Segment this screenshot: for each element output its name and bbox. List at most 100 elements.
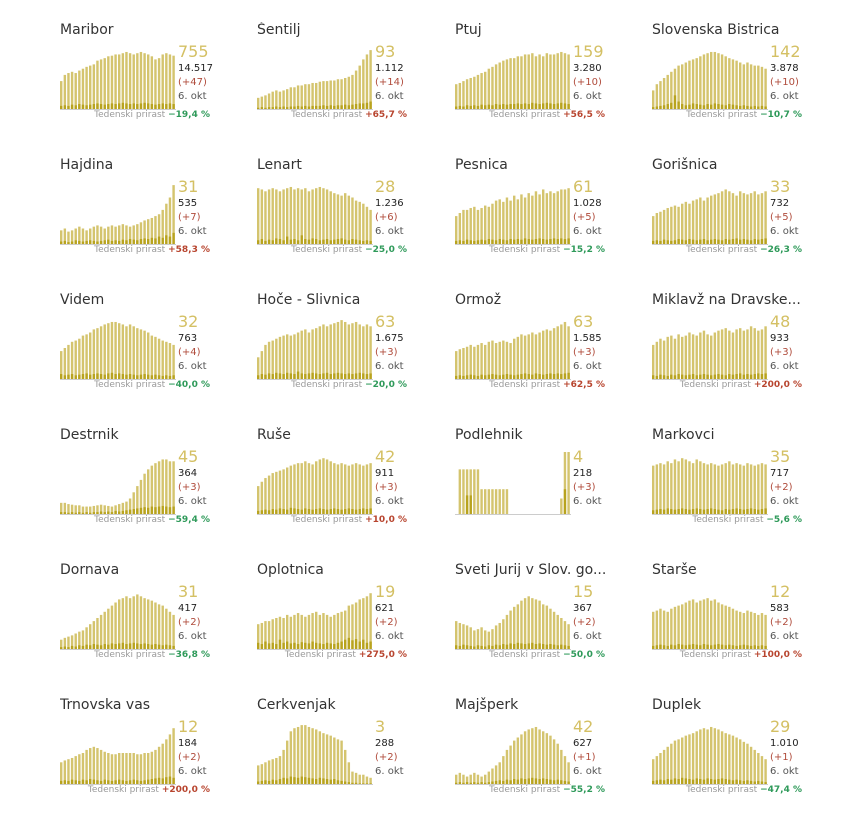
weekly-growth-value: −10,7 % xyxy=(760,110,802,120)
bar-daily xyxy=(753,374,756,379)
panel-title: Ruše xyxy=(257,427,291,443)
municipality-panel[interactable]: Videm 32 763 (+4) 6. okt Tedenski prirast −40… xyxy=(60,292,256,412)
bar-daily xyxy=(157,375,161,379)
municipality-panel[interactable]: Sveti Jurij v Slov. go... 15 367 (+2) 6. okt… xyxy=(455,562,651,682)
bar-daily xyxy=(458,105,462,109)
bar-daily xyxy=(107,644,110,649)
bar-daily xyxy=(742,509,746,514)
municipality-panel[interactable]: Gorišnica 33 732 (+5) 6. okt Tedenski prirast… xyxy=(652,157,848,277)
bar-daily xyxy=(362,639,365,649)
municipality-panel[interactable]: Šentilj 93 1.112 (+14) 6. okt Tedenski priras… xyxy=(257,22,453,142)
bar-daily xyxy=(484,646,487,649)
bar-daily xyxy=(688,239,691,244)
municipality-panel[interactable]: Slovenska Bistrica 142 3.878 (+10) 6. okt Ted… xyxy=(652,22,848,142)
bar xyxy=(742,330,746,379)
bar xyxy=(136,754,139,784)
bar xyxy=(549,54,552,109)
weekly-growth-value: −47,4 % xyxy=(760,785,802,795)
bar xyxy=(70,341,74,379)
total-cases-value: 763 xyxy=(178,333,198,344)
bar xyxy=(655,341,659,379)
bar-daily xyxy=(681,104,684,109)
bar-daily xyxy=(563,239,567,244)
municipality-panel[interactable]: Starše 12 583 (+2) 6. okt Tedenski prirast +1… xyxy=(652,562,848,682)
bar xyxy=(480,208,483,244)
bar-daily xyxy=(67,647,70,649)
weekly-growth-label: Tedenski prirast xyxy=(94,650,166,660)
bar-daily xyxy=(78,645,81,649)
bar xyxy=(710,600,713,649)
bar-daily xyxy=(552,780,556,784)
bar-daily xyxy=(81,779,85,784)
bar xyxy=(293,464,296,514)
bar xyxy=(527,596,530,649)
bar-daily xyxy=(275,106,278,109)
municipality-panel[interactable]: Cerkvenjak 3 288 (+2) 6. okt xyxy=(257,697,453,817)
bar-daily xyxy=(60,780,63,784)
bar-daily xyxy=(92,644,96,649)
municipality-panel[interactable]: Oplotnica 19 621 (+2) 6. okt Tedenski prirast… xyxy=(257,562,453,682)
bar-daily xyxy=(128,104,132,109)
bar xyxy=(78,338,81,379)
bar xyxy=(487,341,491,379)
bar-daily xyxy=(172,375,175,379)
bar-daily xyxy=(509,104,512,109)
bar xyxy=(278,616,282,649)
date-label: 6. okt xyxy=(573,361,602,372)
bar-daily xyxy=(560,644,563,649)
bar-daily xyxy=(757,106,760,109)
municipality-panel[interactable]: Ruše 42 911 (+3) 6. okt Tedenski prirast +10,… xyxy=(257,427,453,547)
bar-daily xyxy=(70,512,74,514)
active-cases-value: 61 xyxy=(573,177,594,196)
total-cases-value: 288 xyxy=(375,738,395,749)
bar xyxy=(278,756,282,784)
bar xyxy=(760,613,764,649)
bar xyxy=(333,323,336,379)
bar-daily xyxy=(662,645,666,649)
bar-daily xyxy=(702,779,706,784)
bar-daily xyxy=(132,239,135,244)
municipality-panel[interactable]: Markovci 35 717 (+2) 6. okt Tedenski prirast … xyxy=(652,427,848,547)
municipality-panel[interactable]: Miklavž na Dravske... 48 933 (+3) 6. okt Tede… xyxy=(652,292,848,412)
daily-change-value: (+5) xyxy=(573,212,596,223)
municipality-panel[interactable]: Maribor 755 14.517 (+47) 6. okt Tedenski prir… xyxy=(60,22,256,142)
bar-daily xyxy=(96,373,99,379)
bar xyxy=(494,64,498,109)
bar xyxy=(271,759,274,784)
municipality-panel[interactable]: Hajdina 31 535 (+7) 6. okt Tedenski prirast +… xyxy=(60,157,256,277)
total-cases-value: 717 xyxy=(770,468,790,479)
bar xyxy=(527,193,530,244)
bar xyxy=(462,348,465,379)
bar xyxy=(739,191,742,244)
municipality-panel[interactable]: Majšperk 42 627 (+1) 6. okt Tedenski prirast … xyxy=(455,697,651,817)
municipality-panel[interactable]: Destrnik 45 364 (+3) 6. okt Tedenski prirast … xyxy=(60,427,256,547)
municipality-panel[interactable]: Hoče - Slivnica 63 1.675 (+3) 6. okt Tedenski… xyxy=(257,292,453,412)
date-label: 6. okt xyxy=(770,361,799,372)
municipality-panel[interactable]: Duplek 29 1.010 (+1) 6. okt Tedenski prirast … xyxy=(652,697,848,817)
municipality-panel[interactable]: Dornava 31 417 (+2) 6. okt Tedenski prirast −… xyxy=(60,562,256,682)
bar-daily xyxy=(344,374,347,379)
bar-daily xyxy=(354,782,358,784)
bar xyxy=(89,65,92,109)
bar-daily xyxy=(74,105,77,109)
bar xyxy=(132,596,135,649)
bar xyxy=(282,90,285,109)
daily-change-value: (+10) xyxy=(573,77,602,88)
bar-daily xyxy=(735,105,738,109)
bar xyxy=(85,749,88,784)
municipality-panel[interactable]: Ptuj 159 3.280 (+10) 6. okt Tedenski prirast … xyxy=(455,22,651,142)
bar-daily xyxy=(260,510,264,514)
municipality-panel[interactable]: Lenart 28 1.236 (+6) 6. okt Tedenski prirast … xyxy=(257,157,453,277)
bar-daily xyxy=(455,782,458,784)
bar xyxy=(114,54,117,109)
weekly-growth-label: Tedenski prirast xyxy=(686,785,758,795)
bar xyxy=(545,53,549,109)
municipality-panel[interactable]: Podlehnik 4 218 (+3) 6. okt xyxy=(455,427,651,547)
municipality-panel[interactable]: Trnovska vas 12 184 (+2) 6. okt Tedenski prir… xyxy=(60,697,256,817)
bar xyxy=(340,611,343,649)
bar-daily xyxy=(70,779,74,784)
bar xyxy=(157,604,161,649)
municipality-panel[interactable]: Ormož 63 1.585 (+3) 6. okt Tedenski prirast +… xyxy=(455,292,651,412)
municipality-panel[interactable]: Pesnica 61 1.028 (+5) 6. okt Tedenski prirast… xyxy=(455,157,651,277)
bar-daily xyxy=(307,643,311,649)
